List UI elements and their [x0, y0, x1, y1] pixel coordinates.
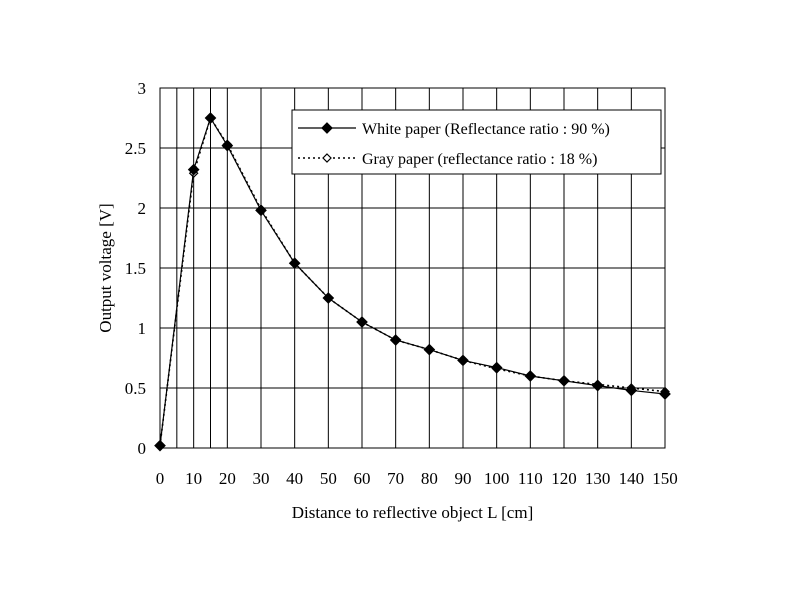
legend-label: Gray paper (reflectance ratio : 18 %) — [362, 151, 597, 168]
y-axis-title: Output voltage [V] — [96, 203, 115, 332]
tick-labels: 0 10 20 30 40 50 60 70 80 90 100 110 120 130 140 150 0 0.… — [125, 79, 678, 488]
filled-diamond-marker — [625, 384, 638, 397]
x-tick-label: 60 — [354, 469, 371, 488]
filled-diamond-marker — [255, 204, 267, 217]
filled-diamond-marker — [154, 439, 166, 452]
x-tick-label: 100 — [484, 469, 510, 488]
y-tick-label: 1 — [138, 319, 147, 338]
filled-diamond-marker — [322, 292, 335, 304]
filled-diamond-marker — [356, 316, 368, 328]
legend-box — [291, 109, 662, 175]
filled-diamond-marker — [490, 361, 503, 374]
y-tick-label: 2 — [138, 199, 147, 218]
series-group — [154, 112, 671, 452]
x-tick-label: 40 — [286, 469, 303, 488]
x-tick-label: 130 — [585, 469, 611, 488]
legend-label: White paper (Reflectance ratio : 90 %) — [362, 121, 610, 138]
legend-open-diamond-marker — [322, 153, 332, 163]
x-tick-label: 150 — [652, 469, 678, 488]
y-tick-label: 0.5 — [125, 379, 146, 398]
filled-diamond-marker — [524, 370, 537, 382]
x-tick-label: 90 — [455, 469, 472, 488]
filled-diamond-marker — [221, 139, 234, 152]
series — [154, 112, 671, 452]
filled-diamond-marker — [659, 388, 671, 400]
x-tick-label: 20 — [219, 469, 236, 488]
legend-filled-diamond-marker — [321, 122, 333, 134]
x-axis-title: Distance to reflective object L [cm] — [292, 503, 534, 522]
x-tick-label: 80 — [421, 469, 438, 488]
x-tick-label: 0 — [156, 469, 165, 488]
y-tick-label: 2.5 — [125, 139, 146, 158]
y-tick-label: 0 — [138, 439, 147, 458]
x-tick-label: 120 — [551, 469, 577, 488]
filled-diamond-marker — [288, 257, 301, 270]
filled-diamond-marker — [558, 374, 570, 387]
filled-diamond-marker — [187, 163, 200, 176]
legend: White paper (Reflectance ratio : 90 %) Gr… — [291, 109, 662, 175]
x-tick-label: 140 — [619, 469, 645, 488]
x-tick-label: 110 — [518, 469, 543, 488]
filled-diamond-marker — [423, 343, 436, 356]
filled-diamond-marker — [591, 379, 604, 392]
x-tick-label: 10 — [185, 469, 202, 488]
plot-frame — [159, 87, 666, 449]
x-tick-label: 30 — [253, 469, 270, 488]
filled-diamond-marker — [204, 112, 217, 124]
filled-diamond-marker — [389, 334, 402, 346]
y-tick-label: 1.5 — [125, 259, 146, 278]
x-tick-label: 50 — [320, 469, 337, 488]
x-tick-label: 70 — [387, 469, 404, 488]
filled-diamond-marker — [457, 354, 469, 367]
y-tick-label: 3 — [138, 79, 147, 98]
